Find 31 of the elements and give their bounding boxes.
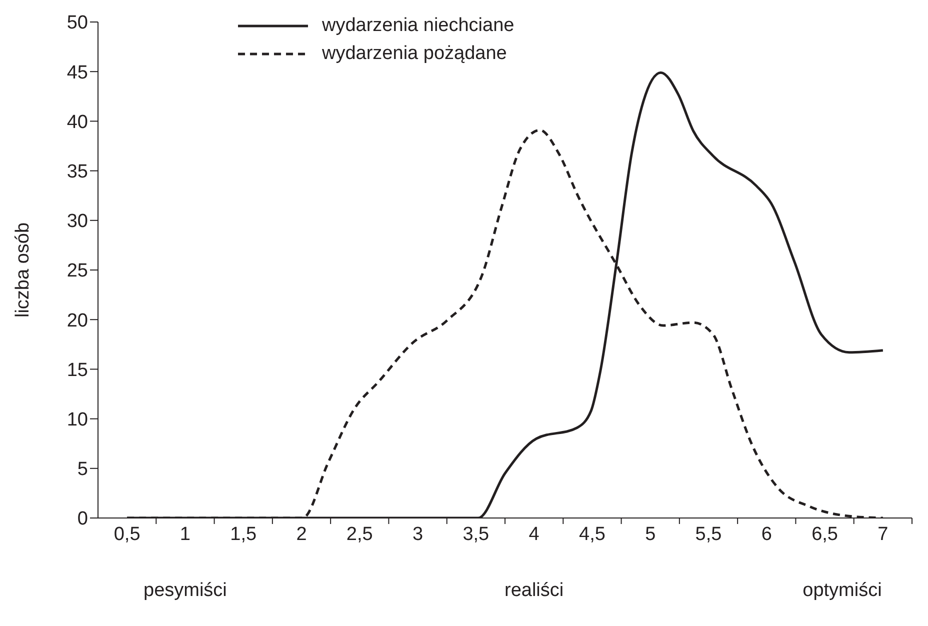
x-tick-label: 2,5 [346,524,373,545]
y-tick-label: 20 [66,310,88,332]
x-tick-label: 4,5 [579,524,606,545]
x-tick-label: 1,5 [230,524,257,545]
x-tick-label: 5 [645,524,656,545]
x-tick-label: 7 [878,524,888,545]
y-tick-label: 50 [66,12,88,34]
y-tick-label: 15 [66,360,88,381]
x-tick-label: 4 [528,524,540,545]
y-tick-label: 45 [66,62,88,84]
legend-label: wydarzenia pożądane [322,43,507,65]
y-tick-label: 0 [77,508,88,530]
y-tick-label: 35 [66,162,88,183]
text: optymiści [802,580,882,602]
legend-label: wydarzenia niechciane [322,15,514,37]
x-tick-label: 3 [412,524,424,545]
text: pesymiści [144,580,227,602]
x-tick-label: 2 [296,524,307,545]
x-tick-label: 6 [761,524,772,545]
text: realiści [504,580,564,602]
y-tick-label: 10 [66,410,88,431]
y-tick-label: 30 [66,211,88,232]
x-tick-label: 5,5 [695,524,722,545]
x-tick-label: 6,5 [812,524,838,545]
y-tick-label: 25 [66,260,88,282]
y-tick-label: 40 [66,112,88,133]
y-axis-title: liczba osób [12,222,34,318]
y-tick-label: 5 [77,459,88,480]
x-tick-label: 3,5 [462,524,490,545]
x-tick-label: 1 [180,524,191,545]
x-tick-label: 0,5 [114,524,140,545]
